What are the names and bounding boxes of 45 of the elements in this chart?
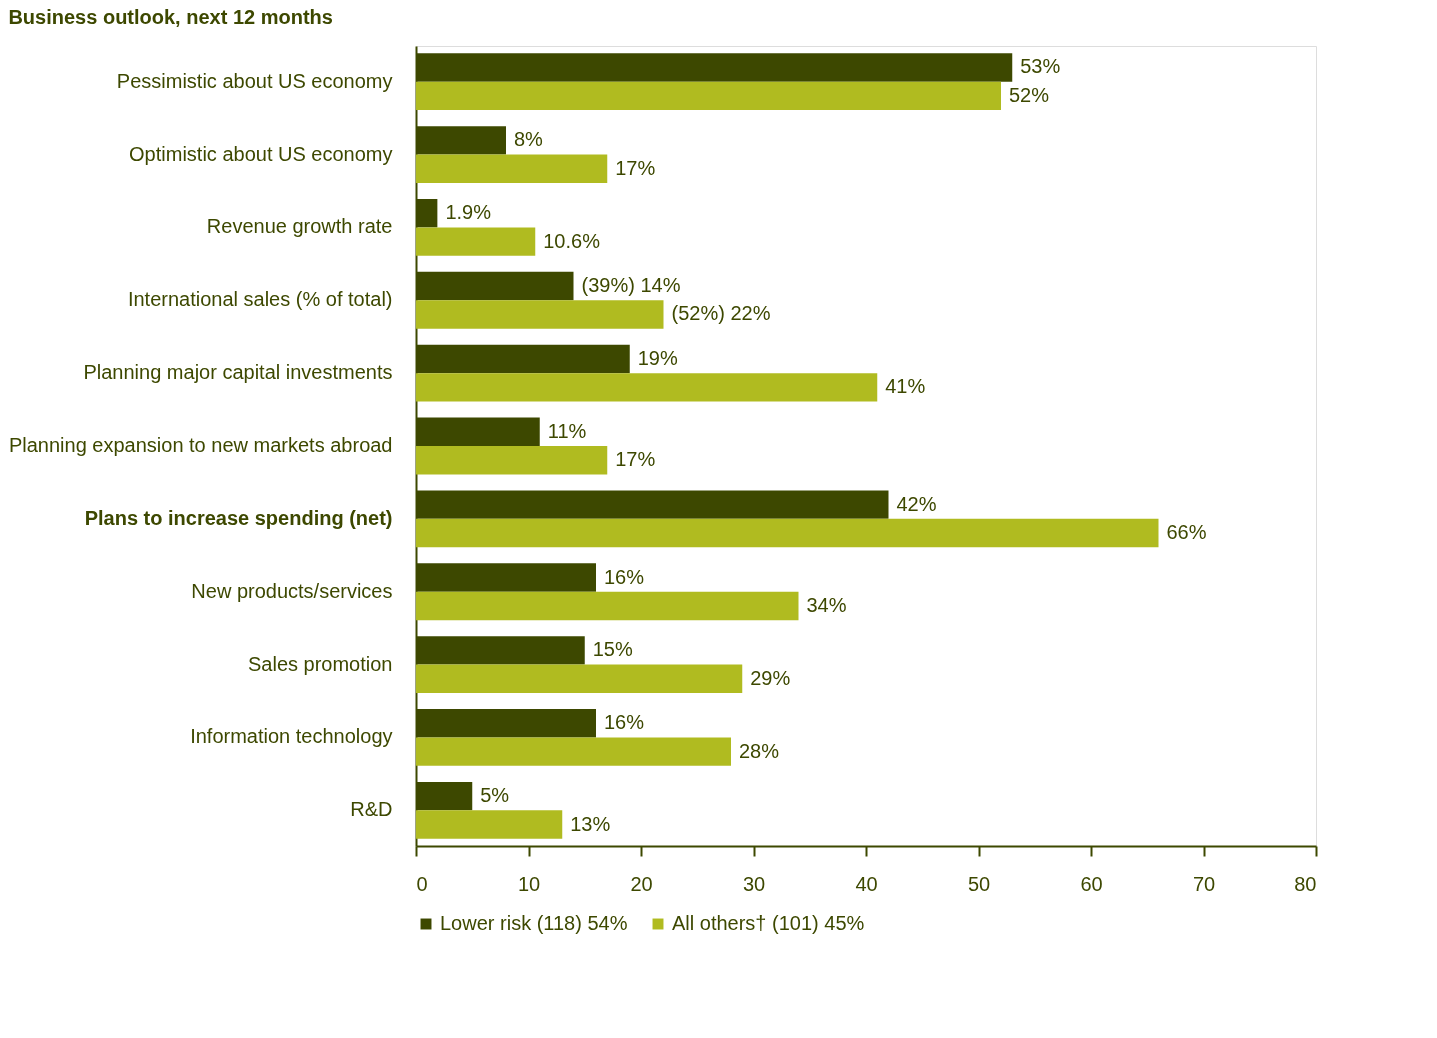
data-label: 5%	[480, 784, 510, 807]
y-tick-label: Revenue growth rate	[206, 215, 393, 238]
y-tick-label: R&D	[350, 798, 393, 821]
data-label: (52%) 22%	[671, 302, 771, 325]
data-label: 13%	[570, 812, 611, 835]
text: Business outlook, next 12 months	[8, 6, 333, 28]
x-tick-label: 70	[1192, 872, 1216, 895]
x-tick-label: 80	[1294, 872, 1317, 895]
x-tick-label: 10	[517, 872, 541, 895]
data-label: 66%	[1166, 521, 1207, 544]
data-label: 42%	[896, 492, 937, 515]
data-label: 8%	[514, 128, 544, 151]
data-label: (39%) 14%	[581, 274, 681, 297]
data-label: 16%	[604, 565, 645, 588]
data-label: 17%	[615, 156, 656, 179]
y-tick-label: Plans to increase spending (net)	[84, 506, 393, 529]
y-tick-label: Pessimistic about US economy	[116, 69, 393, 92]
data-label: 1.9%	[445, 201, 492, 224]
data-label: 10.6%	[543, 229, 601, 252]
data-label: 19%	[637, 346, 678, 369]
data-label: 28%	[739, 739, 780, 762]
y-tick-label: International sales (% of total)	[127, 288, 393, 311]
data-label: 17%	[615, 448, 656, 471]
x-tick-label: 30	[742, 872, 766, 895]
y-tick-label: Optimistic about US economy	[129, 142, 393, 165]
data-label: 34%	[806, 593, 847, 616]
y-tick-label: New products/services	[191, 579, 393, 602]
x-tick-label: 40	[855, 872, 878, 895]
y-tick-label: Sales promotion	[247, 652, 393, 675]
y-tick-label: Planning expansion to new markets abroad	[8, 434, 393, 456]
x-tick-label: 0	[416, 872, 428, 895]
data-label: 15%	[592, 638, 633, 661]
legend-label: Lower risk (118) 54%	[440, 912, 628, 934]
data-label: 52%	[1009, 83, 1050, 106]
data-label: 53%	[1020, 55, 1061, 78]
data-label: 16%	[604, 711, 645, 734]
data-label: 11%	[547, 419, 587, 442]
data-label: 41%	[885, 375, 926, 398]
y-tick-label: Planning major capital investments	[83, 361, 393, 384]
data-label: 29%	[750, 666, 791, 689]
x-tick-label: 20	[630, 872, 653, 895]
x-tick-label: 50	[967, 872, 991, 895]
legend-label: All others† (101) 45%	[672, 912, 865, 934]
x-tick-label: 60	[1080, 872, 1103, 895]
y-tick-label: Information technology	[190, 725, 393, 748]
